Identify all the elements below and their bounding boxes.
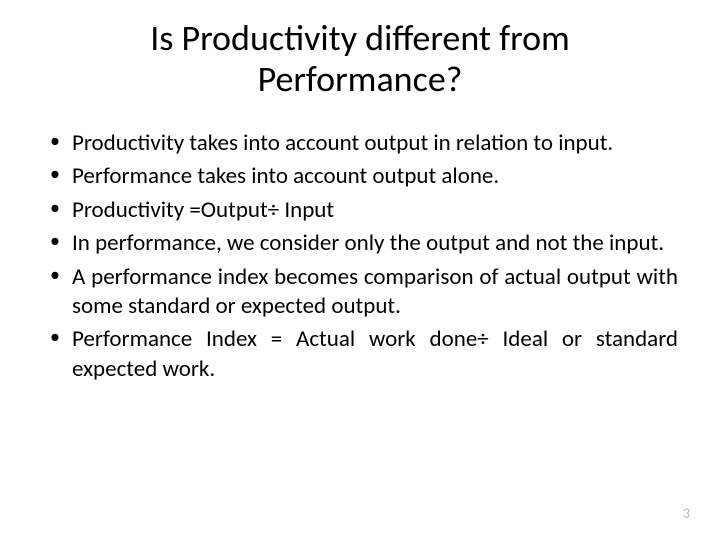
page-number: 3 — [683, 505, 690, 522]
bullet-list: Productivity takes into account output i… — [42, 129, 678, 510]
bullet-item: A performance index becomes comparison o… — [48, 263, 678, 322]
bullet-item: Productivity =Output÷ Input — [48, 196, 678, 225]
bullet-item: Performance Index = Actual work done÷ Id… — [48, 325, 678, 384]
bullet-item: Productivity takes into account output i… — [48, 129, 678, 158]
slide-container: Is Productivity different from Performan… — [0, 0, 720, 540]
bullet-item: Performance takes into account output al… — [48, 162, 678, 191]
slide-title: Is Productivity different from Performan… — [42, 18, 678, 101]
bullet-item: In performance, we consider only the out… — [48, 229, 678, 258]
